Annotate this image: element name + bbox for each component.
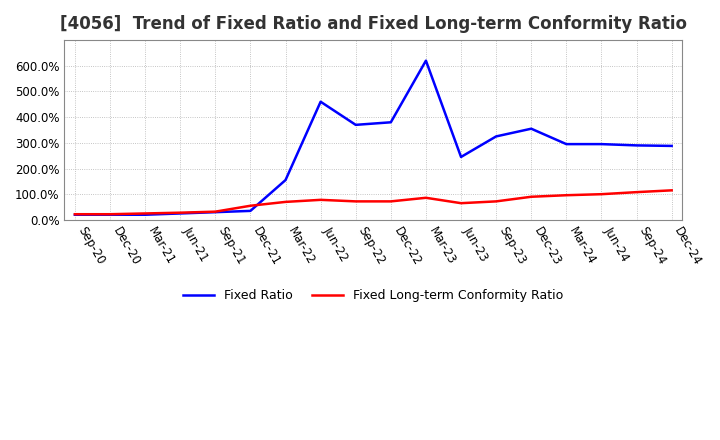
Fixed Ratio xyxy=(492,134,500,139)
Fixed Long-term Conformity Ratio xyxy=(106,212,114,217)
Fixed Ratio xyxy=(632,143,641,148)
Fixed Ratio xyxy=(176,211,184,216)
Fixed Long-term Conformity Ratio xyxy=(282,199,290,205)
Fixed Long-term Conformity Ratio xyxy=(316,197,325,202)
Fixed Ratio xyxy=(141,212,150,217)
Fixed Long-term Conformity Ratio xyxy=(492,199,500,204)
Legend: Fixed Ratio, Fixed Long-term Conformity Ratio: Fixed Ratio, Fixed Long-term Conformity … xyxy=(178,284,568,307)
Fixed Long-term Conformity Ratio xyxy=(562,193,571,198)
Line: Fixed Ratio: Fixed Ratio xyxy=(75,61,672,215)
Fixed Ratio xyxy=(282,177,290,183)
Fixed Long-term Conformity Ratio xyxy=(387,199,395,204)
Fixed Ratio xyxy=(597,142,606,147)
Fixed Long-term Conformity Ratio xyxy=(246,203,255,209)
Fixed Long-term Conformity Ratio xyxy=(456,201,465,206)
Fixed Ratio xyxy=(387,120,395,125)
Fixed Long-term Conformity Ratio xyxy=(597,191,606,197)
Fixed Long-term Conformity Ratio xyxy=(351,199,360,204)
Fixed Long-term Conformity Ratio xyxy=(71,212,79,217)
Fixed Ratio xyxy=(246,208,255,213)
Fixed Ratio xyxy=(422,58,431,63)
Fixed Long-term Conformity Ratio xyxy=(632,190,641,195)
Fixed Long-term Conformity Ratio xyxy=(667,188,676,193)
Fixed Long-term Conformity Ratio xyxy=(422,195,431,201)
Fixed Long-term Conformity Ratio xyxy=(211,209,220,214)
Fixed Long-term Conformity Ratio xyxy=(527,194,536,199)
Line: Fixed Long-term Conformity Ratio: Fixed Long-term Conformity Ratio xyxy=(75,191,672,214)
Fixed Ratio xyxy=(71,212,79,217)
Fixed Ratio xyxy=(351,122,360,128)
Fixed Ratio xyxy=(527,126,536,132)
Title: [4056]  Trend of Fixed Ratio and Fixed Long-term Conformity Ratio: [4056] Trend of Fixed Ratio and Fixed Lo… xyxy=(60,15,687,33)
Fixed Ratio xyxy=(456,154,465,160)
Fixed Ratio xyxy=(211,209,220,215)
Fixed Ratio xyxy=(667,143,676,149)
Fixed Long-term Conformity Ratio xyxy=(176,210,184,215)
Fixed Ratio xyxy=(316,99,325,104)
Fixed Ratio xyxy=(106,212,114,217)
Fixed Long-term Conformity Ratio xyxy=(141,211,150,216)
Fixed Ratio xyxy=(562,142,571,147)
